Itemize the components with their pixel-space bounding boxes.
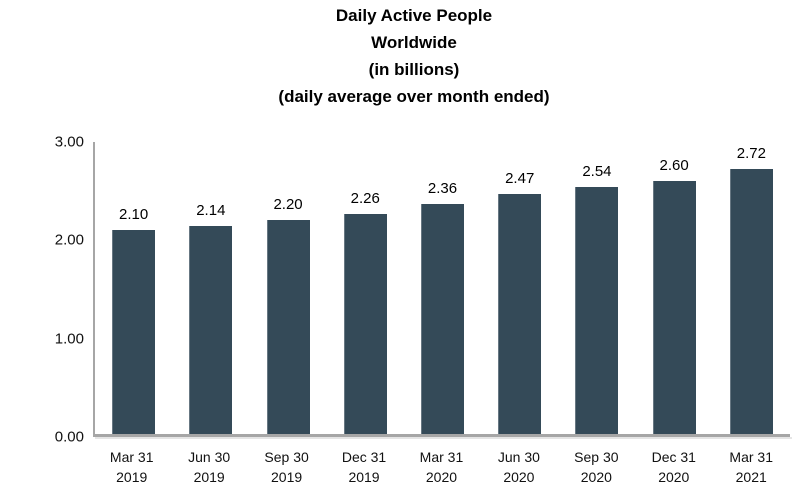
bar	[420, 204, 464, 434]
x-axis-label-date: Dec 31	[651, 449, 696, 465]
bar-value-label: 2.14	[196, 201, 226, 219]
x-axis-label: Mar 31 2019	[93, 447, 170, 487]
x-axis-label: Jun 30 2020	[480, 447, 557, 487]
x-axis-label-year: 2019	[271, 469, 303, 485]
x-axis-label-date: Mar 31	[109, 449, 154, 465]
chart-title-line-2: Worldwide	[371, 33, 457, 52]
y-axis-tick-label: 0.00	[54, 428, 84, 446]
bar-value-label: 2.20	[273, 195, 303, 213]
y-axis-tick-label: 3.00	[54, 133, 84, 151]
x-axis-label-year: 2019	[348, 469, 380, 485]
chart-title-line-4: (daily average over month ended)	[278, 87, 550, 106]
x-axis-label: Dec 31 2019	[325, 447, 402, 487]
bar	[652, 180, 696, 434]
x-axis-label-date: Sep 30	[574, 449, 619, 465]
x-axis-label: Mar 31 2021	[713, 447, 790, 487]
bar-value-label: 2.26	[350, 190, 380, 208]
x-axis-label-year: 2020	[580, 469, 612, 485]
x-axis-label-date: Jun 30	[188, 449, 231, 465]
bar-slot: 2.60	[636, 142, 713, 434]
bar	[498, 193, 542, 434]
bar-slot: 2.20	[249, 142, 326, 434]
bar-slot: 2.26	[327, 142, 404, 434]
bar	[729, 169, 773, 434]
bar-value-label: 2.10	[119, 205, 149, 223]
x-axis-label-year: 2019	[193, 469, 225, 485]
bar-value-label: 2.72	[736, 145, 766, 163]
x-axis-label: Dec 31 2020	[635, 447, 712, 487]
x-axis-label-year: 2020	[425, 469, 458, 485]
x-axis-label-year: 2019	[116, 469, 148, 485]
x-axis-label-date: Mar 31	[729, 449, 773, 465]
x-axis-label-year: 2020	[503, 469, 535, 485]
x-axis-label-date: Mar 31	[419, 449, 464, 465]
x-axis-label: Mar 31 2020	[403, 447, 480, 487]
plot-wrap: 2.10 2.14 2.20 2.26 2.36 2.47 2.54 2.60 2.72	[93, 142, 792, 439]
bar-slot: 2.47	[481, 142, 558, 434]
y-axis: 3.00 2.00 1.00 0.00	[0, 134, 84, 446]
x-axis-label-date: Dec 31	[341, 449, 387, 465]
bar	[343, 214, 387, 434]
bar-slot: 2.14	[172, 142, 249, 434]
chart-title: Daily Active People Worldwide (in billio…	[30, 2, 798, 110]
x-axis-label: Jun 30 2019	[170, 447, 247, 487]
bar-slot: 2.72	[713, 142, 790, 434]
bar-slot: 2.10	[95, 142, 172, 434]
bar-value-label: 2.36	[427, 180, 458, 198]
bar	[189, 225, 233, 434]
x-axis-label-year: 2020	[658, 469, 690, 485]
x-axis-label: Sep 30 2019	[248, 447, 325, 487]
x-axis-label: Sep 30 2020	[558, 447, 635, 487]
bar-value-label: 2.60	[659, 156, 689, 174]
bar-slot: 2.54	[558, 142, 635, 434]
x-axis-label-date: Jun 30	[497, 449, 540, 465]
bar-slot: 2.36	[404, 142, 481, 434]
x-axis-label-year: 2021	[735, 469, 767, 485]
chart-title-line-1: Daily Active People	[335, 6, 493, 25]
chart-title-line-3: (in billions)	[368, 60, 460, 79]
x-axis-label-date: Sep 30	[264, 449, 309, 465]
bar	[575, 186, 619, 434]
y-axis-tick-label: 2.00	[54, 231, 84, 249]
y-axis-tick-label: 1.00	[54, 330, 84, 348]
bar	[112, 229, 156, 434]
bar-value-label: 2.54	[582, 162, 612, 180]
bar-value-label: 2.47	[505, 169, 535, 187]
bar	[266, 219, 310, 434]
x-axis-labels: Mar 31 2019 Jun 30 2019 Sep 30 2019 Dec 31 2019…	[93, 447, 790, 487]
plot-area: 2.10 2.14 2.20 2.26 2.36 2.47 2.54 2.60 2.72	[93, 142, 792, 439]
